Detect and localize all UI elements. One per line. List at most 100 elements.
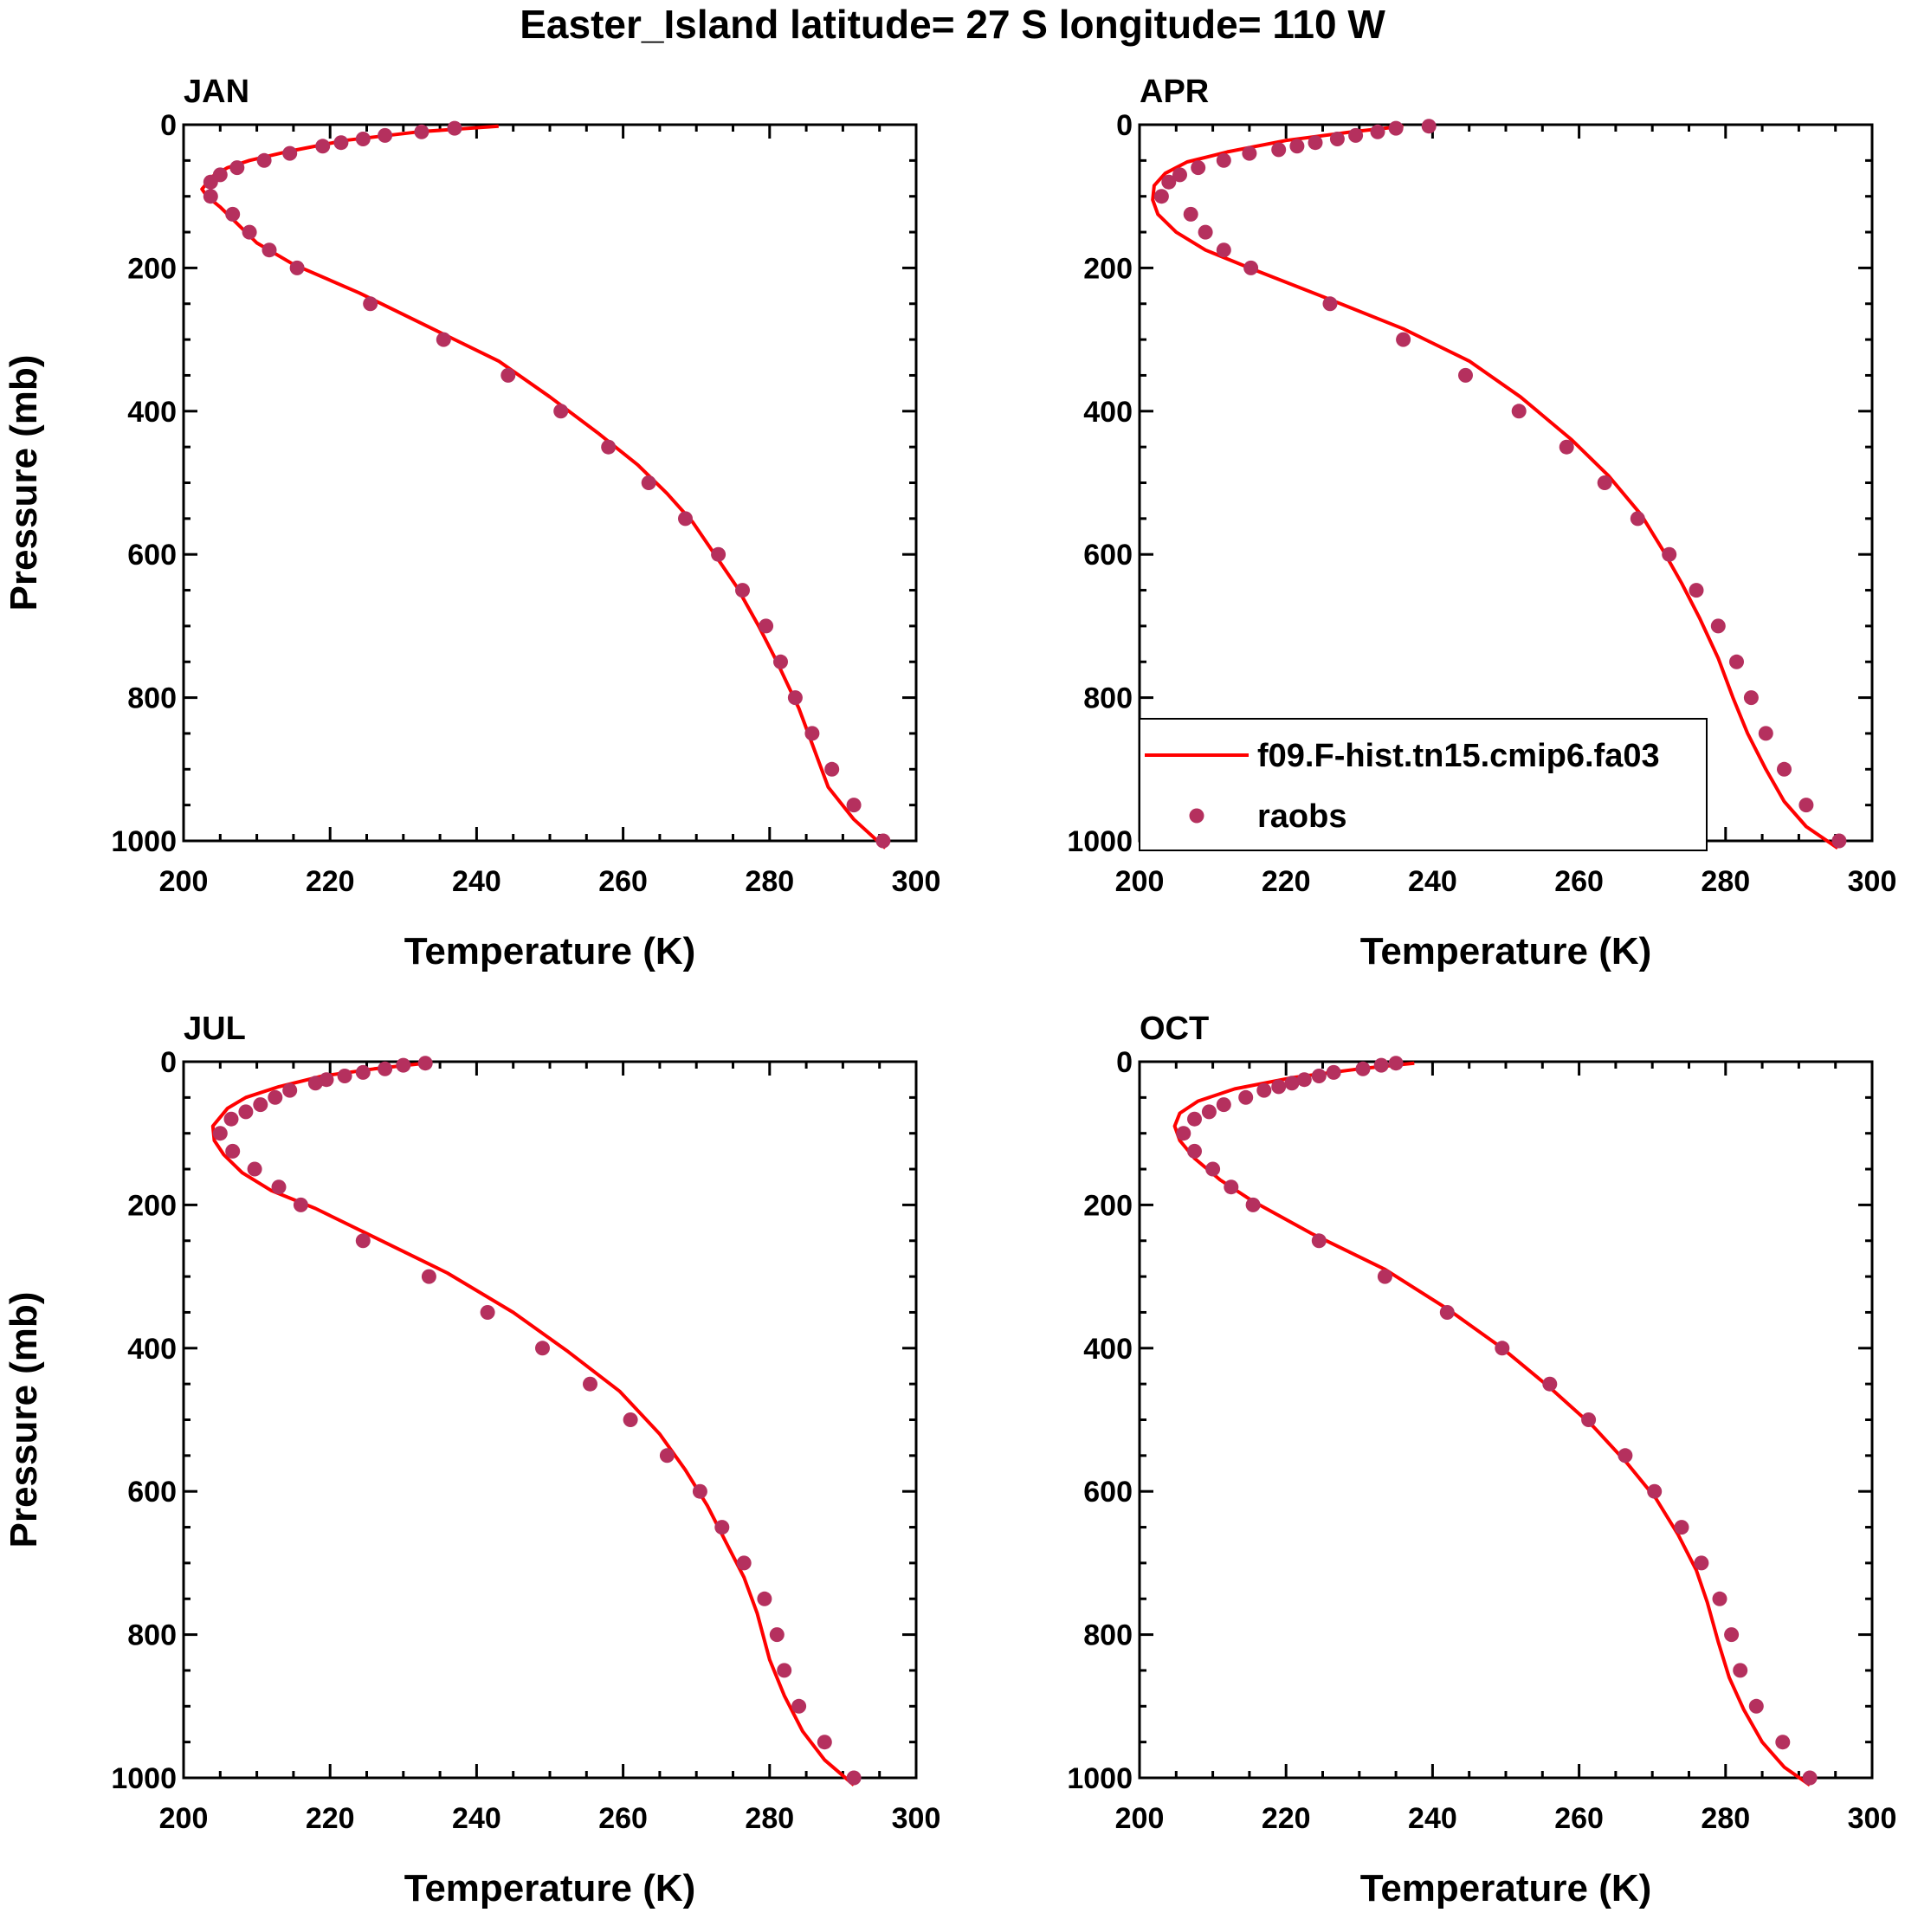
x-tick-label: 240 <box>1408 865 1457 898</box>
raobs-point <box>1748 1698 1764 1714</box>
raobs-point <box>1439 1305 1455 1320</box>
panel-label: JUL <box>184 1011 246 1047</box>
raobs-point <box>1201 1104 1217 1120</box>
model-profile-line <box>1172 1061 1811 1787</box>
y-tick-label: 600 <box>127 539 177 572</box>
raobs-point <box>436 332 451 347</box>
raobs-point <box>1733 1663 1748 1678</box>
x-tick-label: 220 <box>1262 1802 1311 1835</box>
raobs-point <box>355 1233 371 1249</box>
x-tick-label: 260 <box>598 865 648 898</box>
panels: JAN 200 220 240 260 280 300 0 200 400 600 800 1000 Te… <box>3 74 1896 1909</box>
raobs-point <box>307 1076 323 1091</box>
raobs-point <box>1245 1197 1261 1212</box>
raobs-point <box>447 120 462 136</box>
raobs-point <box>787 690 803 706</box>
y-tick-label: 0 <box>1116 1046 1133 1079</box>
raobs-point <box>1373 1057 1389 1073</box>
x-tick-label: 280 <box>1701 865 1750 898</box>
raobs-point <box>623 1412 638 1427</box>
raobs-point <box>337 1069 352 1083</box>
raobs-point <box>1172 167 1187 183</box>
raobs-point <box>659 1448 675 1464</box>
raobs-point <box>1187 1111 1202 1127</box>
raobs-point <box>1370 124 1385 139</box>
raobs-point <box>1559 439 1574 455</box>
raobs-point <box>1256 1082 1272 1098</box>
raobs-point <box>355 132 371 146</box>
x-tick-label: 300 <box>1848 1802 1897 1835</box>
raobs-point <box>846 1770 862 1786</box>
raobs-point <box>692 1483 707 1499</box>
raobs-point <box>553 404 569 419</box>
raobs-point <box>242 224 257 240</box>
raobs-point <box>271 1179 287 1195</box>
x-tick-label: 240 <box>1408 1802 1457 1835</box>
x-tick-label: 240 <box>452 1802 501 1835</box>
raobs-point <box>203 174 218 190</box>
x-tick-label: 300 <box>1848 865 1897 898</box>
raobs-point <box>711 546 726 562</box>
legend: f09.F-hist.tn15.cmip6.fa03 raobs <box>1139 718 1708 851</box>
raobs-point <box>1458 367 1473 383</box>
y-tick-label: 400 <box>127 396 177 429</box>
raobs-point <box>1743 690 1759 706</box>
raobs-point <box>1777 761 1792 777</box>
raobs-point <box>769 1627 785 1643</box>
raobs-point <box>378 1061 393 1076</box>
raobs-point <box>1495 1341 1510 1356</box>
raobs-point <box>583 1376 597 1392</box>
raobs-point <box>1308 135 1323 151</box>
raobs-point <box>1798 798 1814 813</box>
y-tick-label: 0 <box>1116 109 1133 142</box>
raobs-point <box>1710 618 1726 634</box>
x-tick-label: 200 <box>1115 865 1165 898</box>
x-tick-label: 300 <box>892 1802 941 1835</box>
y-tick-label: 1000 <box>111 825 177 858</box>
raobs-point <box>1581 1412 1597 1427</box>
raobs-point <box>535 1341 550 1356</box>
y-tick-label: 600 <box>127 1476 177 1509</box>
raobs-point <box>1311 1069 1327 1083</box>
y-tick-label: 400 <box>1083 1333 1133 1366</box>
y-tick-label: 0 <box>160 109 177 142</box>
x-tick-label: 200 <box>159 1802 209 1835</box>
raobs-point <box>1421 119 1437 134</box>
chart-panel-apr: APR 200 220 240 260 280 300 0 200 400 600 800 1000 Te… <box>1067 74 1896 972</box>
panel-label: APR <box>1140 74 1209 110</box>
y-tick-label: 600 <box>1083 1476 1133 1509</box>
chart-panel-jan: JAN 200 220 240 260 280 300 0 200 400 600 800 1000 Te… <box>3 74 940 972</box>
raobs-point <box>1542 1376 1558 1392</box>
raobs-point <box>1176 1126 1191 1141</box>
raobs-point <box>1243 260 1259 275</box>
y-tick-label: 400 <box>1083 396 1133 429</box>
raobs-point <box>804 726 820 741</box>
raobs-point <box>791 1698 807 1714</box>
raobs-point <box>1242 145 1257 161</box>
y-tick-label: 800 <box>1083 682 1133 715</box>
y-tick-label: 1000 <box>1067 1762 1133 1795</box>
chart-panel-jul: JUL 200 220 240 260 280 300 0 200 400 600 800 1000 Te… <box>3 1011 940 1909</box>
raobs-point <box>247 1161 262 1177</box>
figure-title: Easter_Island latitude= 27 S longitude= … <box>520 2 1385 47</box>
raobs-point <box>225 206 241 222</box>
raobs-point <box>875 833 891 849</box>
y-axis-title: Pressure (mb) <box>3 355 45 611</box>
raobs-point <box>1674 1520 1689 1535</box>
y-tick-label: 200 <box>1083 252 1133 285</box>
raobs-point <box>678 511 693 527</box>
raobs-point <box>229 160 245 176</box>
x-tick-label: 300 <box>892 865 941 898</box>
raobs-point <box>1396 332 1411 347</box>
x-tick-label: 220 <box>306 1802 355 1835</box>
raobs-point <box>773 654 788 669</box>
raobs-point <box>1647 1483 1663 1499</box>
raobs-point <box>414 124 429 139</box>
raobs-point <box>1191 160 1206 176</box>
raobs-point <box>759 618 774 634</box>
x-axis-title: Temperature (K) <box>404 1867 696 1909</box>
raobs-point <box>1311 1233 1327 1249</box>
raobs-point <box>714 1520 730 1535</box>
raobs-point <box>1205 1161 1221 1177</box>
